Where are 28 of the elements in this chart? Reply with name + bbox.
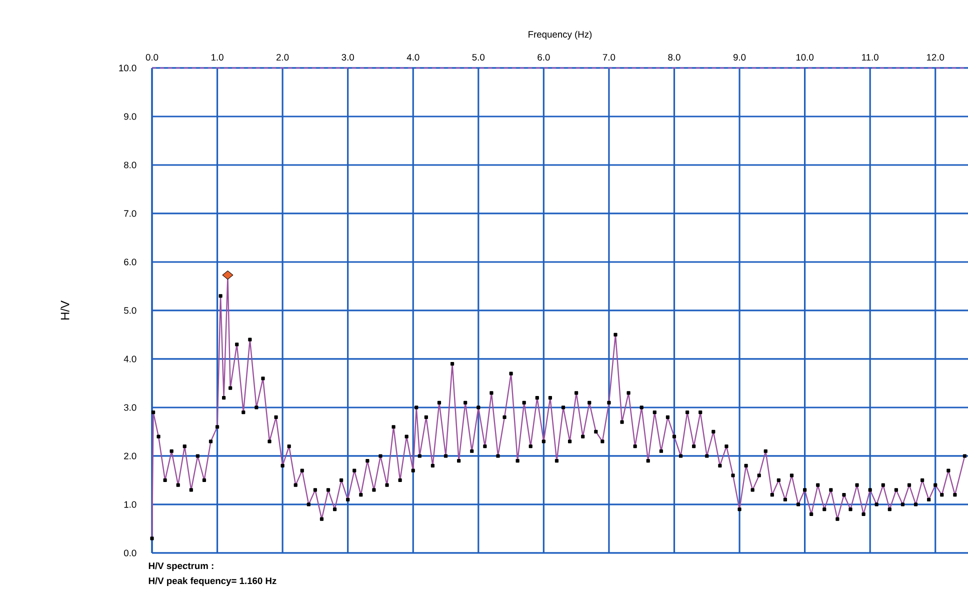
x-tick-label: 4.0 — [406, 54, 420, 61]
x-tick-label: 12.0 — [926, 54, 944, 61]
y-axis-title: H/V — [60, 300, 70, 320]
y-tick-label: 0.0 — [124, 550, 136, 556]
x-tick-label: 10.0 — [796, 54, 814, 61]
text: H/V peak fequency= 1.160 Hz — [148, 577, 276, 586]
x-tick-label: 11.0 — [862, 54, 878, 61]
y-tick-label: 6.0 — [124, 258, 136, 266]
y-tick-label: 5.0 — [124, 307, 136, 314]
y-tick-label: 3.0 — [124, 404, 136, 411]
x-tick-label: 3.0 — [342, 54, 354, 61]
y-tick-label: 10.0 — [119, 64, 136, 72]
y-tick-label: 7.0 — [124, 210, 136, 217]
x-tick-label: 5.0 — [472, 54, 485, 61]
y-tick-label: 1.0 — [124, 501, 136, 508]
x-tick-label: 6.0 — [538, 54, 550, 61]
y-tick-label: 4.0 — [124, 356, 136, 362]
y-tick-label: 8.0 — [124, 162, 136, 168]
x-tick-label: 0.0 — [146, 54, 158, 61]
y-tick-label: 9.0 — [124, 113, 136, 120]
text: H/V spectrum : — [148, 562, 214, 571]
x-tick-label: 8.0 — [668, 54, 680, 61]
x-tick-label: 2.0 — [276, 54, 289, 61]
x-tick-label: 7.0 — [602, 54, 616, 61]
x-tick-label: 9.0 — [733, 54, 746, 61]
y-tick-label: 2.0 — [124, 452, 136, 460]
x-tick-label: 1.0 — [212, 54, 224, 61]
x-axis-title: Frequency (Hz) — [528, 30, 592, 40]
